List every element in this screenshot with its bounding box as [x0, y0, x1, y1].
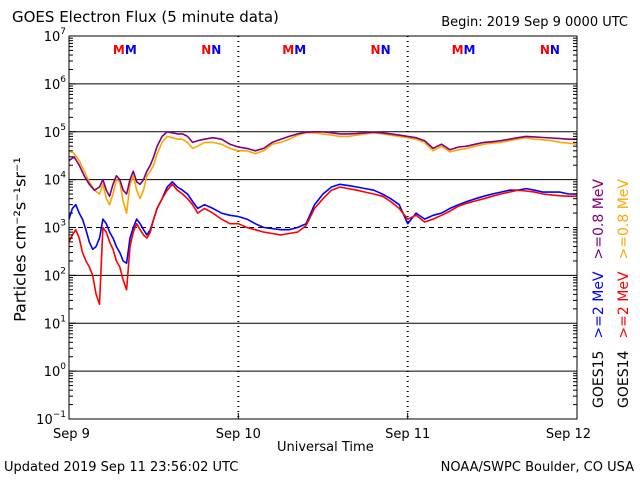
- x-tick-label: Sep 9: [53, 427, 90, 442]
- legend-goes14-08mev: >=0.8 MeV: [616, 179, 632, 260]
- orbit-marker: NN: [540, 43, 560, 57]
- y-tick-label: 105: [44, 123, 66, 141]
- y-tick-label: 100: [44, 362, 67, 380]
- series-line: [68, 181, 577, 265]
- x-tick-label: Sep 12: [546, 427, 591, 442]
- x-axis-label: Universal Time: [277, 440, 374, 455]
- legend-goes14-label: GOES14: [616, 350, 632, 408]
- orbit-marker: NN: [201, 43, 221, 57]
- series-layer: [68, 131, 578, 306]
- legend-goes15-label: GOES15: [591, 351, 607, 408]
- y-tick-label: 107: [44, 27, 66, 45]
- series-line: [68, 183, 577, 306]
- y-tick-label: 103: [44, 219, 66, 237]
- y-axis-label: Particles cm⁻²s⁻¹sr⁻¹: [10, 157, 30, 322]
- y-tick-label: 10−1: [36, 410, 66, 428]
- legend-goes15-2mev: >=2 MeV: [591, 271, 607, 339]
- updated-timestamp: Updated 2019 Sep 11 23:56:02 UTC: [4, 460, 239, 475]
- orbit-marker: MM: [113, 43, 137, 57]
- series-line: [68, 131, 577, 197]
- orbit-marker: NN: [371, 43, 391, 57]
- y-tick-label: 101: [44, 314, 66, 332]
- grid-lines: [69, 83, 577, 372]
- legend-goes15-08mev: >=0.8 MeV: [591, 179, 607, 260]
- orbit-markers: MM NN MM NN MM NN: [113, 43, 560, 57]
- y-tick-label: 106: [44, 75, 67, 93]
- axes: 10−1 100 101 102 103 104 105 106 107 Sep 9 Sep 10 S…: [36, 27, 591, 442]
- credit-text: NOAA/SWPC Boulder, CO USA: [440, 460, 634, 475]
- series-line: [68, 132, 578, 214]
- orbit-marker: MM: [282, 43, 306, 57]
- x-tick-label: Sep 10: [216, 427, 261, 442]
- begin-date: Begin: 2019 Sep 9 0000 UTC: [441, 15, 628, 30]
- x-tick-label: Sep 11: [385, 427, 430, 442]
- y-tick-label: 104: [44, 171, 67, 189]
- orbit-marker: MM: [452, 43, 476, 57]
- legend-goes14-2mev: >=2 MeV: [616, 271, 632, 339]
- legend: GOES15 >=2 MeV >=0.8 MeV GOES14 >=2 MeV >=0.8…: [591, 179, 632, 408]
- y-tick-label: 102: [44, 266, 66, 284]
- chart-title: GOES Electron Flux (5 minute data): [12, 8, 279, 26]
